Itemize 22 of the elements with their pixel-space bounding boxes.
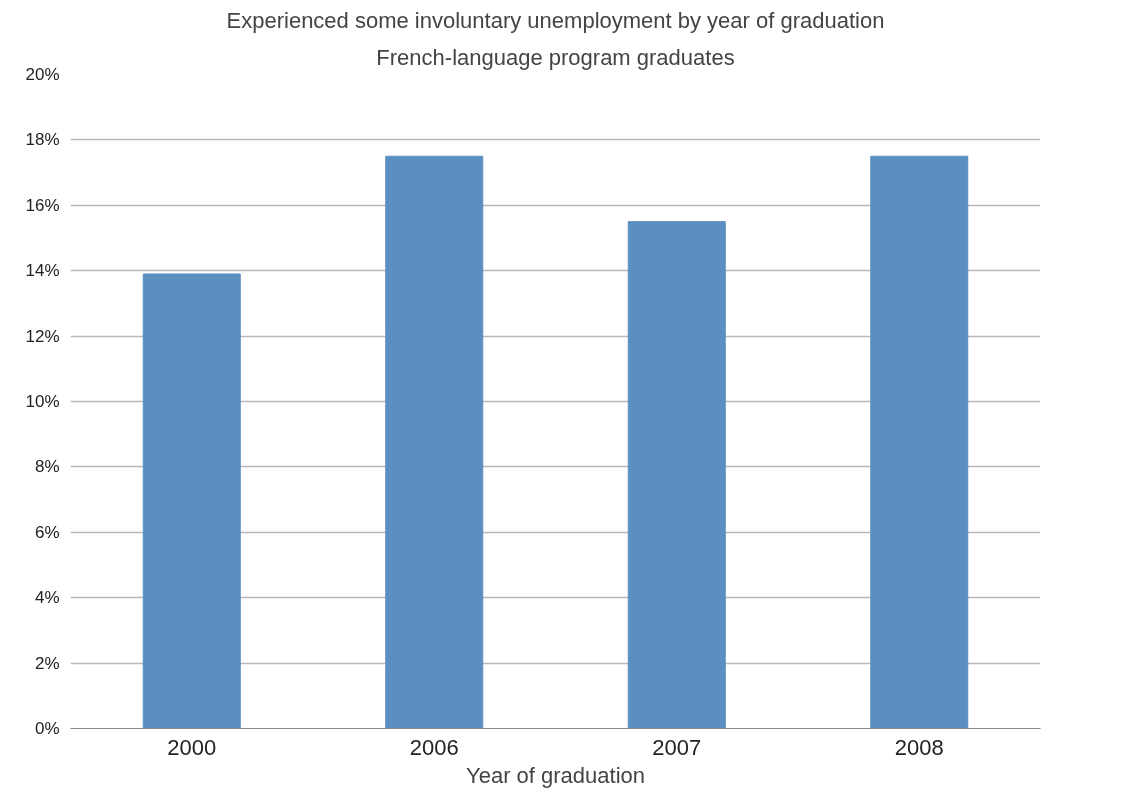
x-tick-label: 2007 <box>652 734 702 760</box>
y-tick-label: 12% <box>25 326 60 346</box>
bar <box>870 155 969 729</box>
y-tick-label: 8% <box>34 457 60 477</box>
y-tick-label: 14% <box>25 261 60 281</box>
y-tick-label: 10% <box>25 392 60 411</box>
y-tick-label: 4% <box>34 588 60 608</box>
y-tick-label: 6% <box>34 522 60 542</box>
x-tick-label: 2000 <box>167 734 217 760</box>
x-tick-label: 2008 <box>894 734 944 760</box>
y-tick-label: 2% <box>34 653 60 673</box>
y-tick-label: 18% <box>25 130 60 150</box>
x-tick-label: 2006 <box>409 734 459 760</box>
y-tick-label: 16% <box>25 195 60 215</box>
bar <box>142 273 241 729</box>
chart-subtitle: French-language program graduates <box>376 44 735 70</box>
y-tick-label: 0% <box>34 719 60 738</box>
x-axis-title: Year of graduation <box>466 762 645 788</box>
chart-title: Experienced some involuntary unemployment by year of graduation <box>226 7 885 33</box>
bar <box>627 221 726 729</box>
y-tick-label: 20% <box>25 65 60 84</box>
bar <box>385 155 484 729</box>
